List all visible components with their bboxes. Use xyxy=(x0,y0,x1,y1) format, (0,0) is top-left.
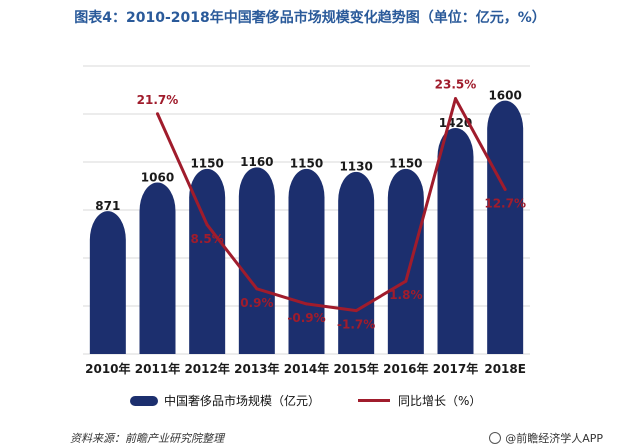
legend-line-swatch xyxy=(358,399,390,402)
bar-value-label: 871 xyxy=(95,199,120,213)
bar-series xyxy=(89,100,524,354)
growth-point xyxy=(305,302,308,306)
bar-2018E xyxy=(487,100,524,354)
brand-icon xyxy=(489,432,502,444)
bar-2013年 xyxy=(238,167,275,354)
legend-item-bar: 中国奢侈品市场规模（亿元） xyxy=(130,392,320,409)
legend: 中国奢侈品市场规模（亿元） 同比增长（%） xyxy=(130,392,550,414)
growth-value-label: -0.9% xyxy=(287,311,325,325)
growth-point xyxy=(404,279,408,283)
brand-text: @前瞻经济学人APP xyxy=(505,432,603,445)
line-value-labels: 21.7% 8.5% 0.9% -0.9% -1.7% 1.8% 23.5% 12.7% xyxy=(137,78,526,332)
x-tick-label: 2015年 xyxy=(333,361,378,376)
growth-point xyxy=(354,309,358,313)
legend-item-line: 同比增长（%） xyxy=(358,392,481,409)
growth-point xyxy=(205,223,209,227)
bar-value-label: 1150 xyxy=(290,157,323,171)
x-tick-label: 2016年 xyxy=(383,361,428,376)
growth-point xyxy=(156,112,159,116)
source-note: 资料来源：前瞻产业研究院整理 xyxy=(70,432,224,445)
x-tick-label: 2018E xyxy=(484,362,526,376)
bar-2011年 xyxy=(139,182,176,354)
growth-point xyxy=(255,287,259,291)
chart-title: 图表4：2010-2018年中国奢侈品市场规模变化趋势图（单位：亿元，%） xyxy=(74,10,546,26)
x-tick-label: 2010年 xyxy=(85,361,130,376)
bar-2010年 xyxy=(89,211,126,354)
brand-credit: @前瞻经济学人APP xyxy=(489,430,603,446)
bar-2012年 xyxy=(189,168,226,354)
growth-point xyxy=(454,97,457,101)
growth-point xyxy=(503,187,507,191)
legend-bar-swatch xyxy=(130,395,158,406)
growth-value-label: -1.7% xyxy=(337,318,375,332)
bar-value-label: 1150 xyxy=(389,157,422,171)
x-axis-labels: 2010年 2011年 2012年 2013年 2014年 2015年 2016年 2017年… xyxy=(85,361,526,376)
line-series xyxy=(156,97,507,313)
x-tick-label: 2014年 xyxy=(284,361,329,376)
growth-value-label: 21.7% xyxy=(137,93,179,107)
growth-value-label: 23.5% xyxy=(435,78,477,92)
bar-value-label: 1130 xyxy=(339,160,372,174)
growth-value-label: 8.5% xyxy=(191,232,224,246)
bar-2014年 xyxy=(288,168,325,354)
x-tick-label: 2012年 xyxy=(184,361,229,376)
legend-bar-label: 中国奢侈品市场规模（亿元） xyxy=(164,394,321,408)
growth-value-label: 0.9% xyxy=(240,296,273,310)
x-tick-label: 2017年 xyxy=(433,361,478,376)
bar-2016年 xyxy=(387,168,424,354)
x-tick-label: 2011年 xyxy=(135,361,180,376)
bar-2017年 xyxy=(437,127,474,354)
bar-value-label: 1060 xyxy=(141,170,174,184)
growth-value-label: 1.8% xyxy=(389,288,422,302)
x-tick-label: 2013年 xyxy=(234,361,279,376)
bar-value-label: 1600 xyxy=(488,88,521,102)
legend-line-label: 同比增长（%） xyxy=(398,394,482,408)
growth-value-label: 12.7% xyxy=(484,196,526,210)
growth-line xyxy=(156,97,507,313)
bar-value-label: 1150 xyxy=(190,157,223,171)
bar-value-label: 1160 xyxy=(240,155,273,169)
